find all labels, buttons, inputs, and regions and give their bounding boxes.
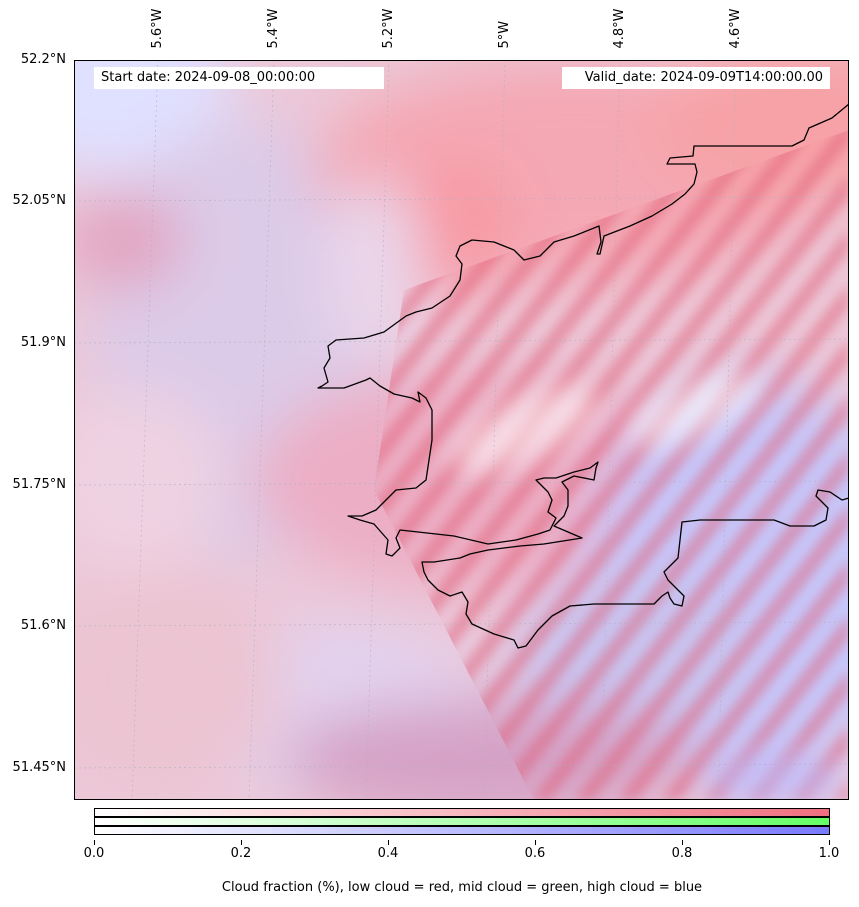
coastline [317, 103, 849, 649]
colorbar-tick [94, 840, 95, 845]
colorbar-tick-label: 0.8 [671, 846, 693, 861]
start-date-label: Start date: 2024-09-08_00:00:00 [94, 67, 384, 89]
colorbar-mid-cloud [94, 817, 830, 826]
colorbar-tick-label: 0.2 [230, 846, 252, 861]
longitude-label-4.6w: 4.6°W [728, 8, 743, 49]
cloud-fraction-map[interactable] [74, 60, 849, 800]
latitude-label-51.9n: 51.9°N [20, 335, 66, 350]
latitude-label-51.6n: 51.6°N [20, 618, 66, 633]
colorbar-tick-label: 0.4 [377, 846, 399, 861]
longitude-label-5.6w: 5.6°W [150, 8, 165, 49]
colorbar-tick-label: 0.0 [83, 846, 105, 861]
colorbar-low-cloud [94, 808, 830, 817]
colorbar-tick-label: 1.0 [818, 846, 840, 861]
longitude-label-5.2w: 5.2°W [381, 8, 396, 49]
colorbar-tick [241, 840, 242, 845]
colorbar-tick [682, 840, 683, 845]
latitude-label-51.75n: 51.75°N [12, 477, 66, 492]
latitude-label-52.2n: 52.2°N [20, 52, 66, 67]
colorbar-tick [829, 840, 830, 845]
longitude-label-5.4w: 5.4°W [266, 8, 281, 49]
longitude-label-4.8w: 4.8°W [612, 8, 627, 49]
colorbar-tick [388, 840, 389, 845]
latitude-label-51.45n: 51.45°N [12, 760, 66, 775]
valid-date-label: Valid_date: 2024-09-09T14:00:00.00 [562, 67, 830, 89]
colorbar-tick-label: 0.6 [524, 846, 546, 861]
longitude-label-5w: 5°W [497, 20, 512, 49]
colorbar-high-cloud [94, 826, 830, 835]
cloud-highlights [450, 372, 844, 800]
colorbar-ticks [94, 840, 830, 846]
colorbar-caption: Cloud fraction (%), low cloud = red, mid… [221, 880, 703, 895]
latitude-label-52.05n: 52.05°N [12, 193, 66, 208]
graticule [74, 60, 849, 800]
colorbar-tick [535, 840, 536, 845]
